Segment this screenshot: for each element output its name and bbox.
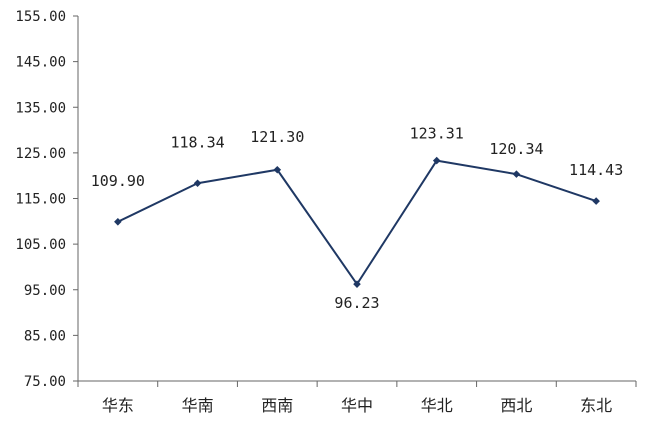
data-point-marker — [114, 217, 122, 226]
y-tick-label: 155.00 — [15, 9, 66, 25]
x-tick-label: 东北 — [580, 396, 612, 415]
data-label: 109.90 — [91, 172, 145, 190]
x-tick-label: 华东 — [102, 396, 134, 415]
data-point-marker — [273, 165, 282, 174]
data-point-marker — [432, 156, 441, 165]
x-tick-label: 西南 — [261, 396, 293, 415]
data-label: 121.30 — [250, 128, 304, 146]
x-tick-label: 华中 — [341, 396, 373, 415]
y-tick-label: 125.00 — [15, 146, 66, 162]
data-label: 118.34 — [170, 133, 224, 151]
data-label: 123.31 — [410, 125, 464, 143]
y-tick-label: 95.00 — [24, 283, 66, 299]
data-point-marker — [353, 280, 361, 288]
y-tick-label: 115.00 — [15, 192, 66, 208]
data-point-marker — [193, 179, 202, 188]
data-point-marker — [512, 170, 521, 178]
y-tick-label: 75.00 — [24, 374, 66, 390]
series-line — [117, 159, 597, 286]
y-tick-label: 105.00 — [15, 237, 66, 253]
x-tick-label: 西北 — [500, 396, 532, 415]
y-tick-label: 135.00 — [15, 100, 66, 116]
y-tick-label: 85.00 — [24, 328, 66, 344]
data-label: 114.43 — [569, 161, 623, 179]
data-label: 96.23 — [334, 294, 379, 312]
x-tick-label: 华南 — [182, 396, 214, 415]
x-tick-label: 华北 — [421, 396, 453, 415]
y-tick-label: 145.00 — [15, 55, 66, 71]
data-point-marker — [592, 197, 600, 205]
data-label: 120.34 — [489, 140, 543, 158]
